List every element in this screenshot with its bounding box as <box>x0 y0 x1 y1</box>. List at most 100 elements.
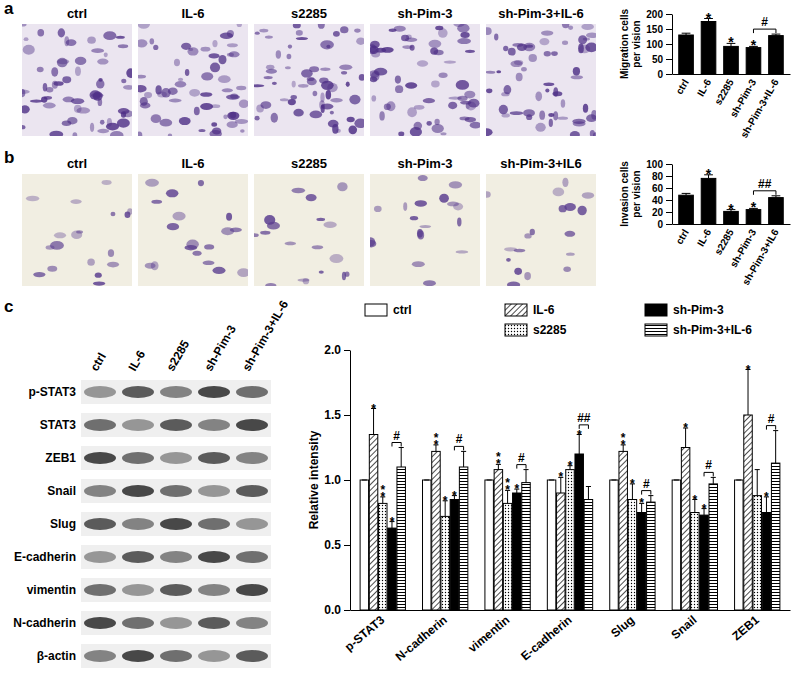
image-title: ctrl <box>67 156 87 171</box>
x-tick: sh-Pim-3+IL-6 <box>738 77 781 140</box>
micrograph <box>370 24 480 136</box>
stained-cell <box>562 178 568 187</box>
significance-mark: * <box>514 482 519 496</box>
protein-label: N-cadherin <box>13 616 76 630</box>
x-tick: sh-Pim-3+IL6 <box>740 227 781 287</box>
comparison-label: ## <box>577 411 591 425</box>
blot-band <box>160 617 192 629</box>
x-tick-label: ctrl <box>674 77 691 96</box>
stained-cell <box>90 123 94 132</box>
x-tick: ZEB1 <box>729 613 762 644</box>
micrograph <box>370 174 480 286</box>
stained-cell <box>106 123 119 131</box>
stained-cell <box>58 28 65 37</box>
stained-cell <box>301 69 313 77</box>
stained-cell <box>430 47 438 54</box>
stained-cell <box>293 109 303 117</box>
stained-cell <box>412 261 425 267</box>
stained-cell <box>539 110 545 119</box>
stained-cell <box>118 44 128 48</box>
lane-label: sh-Pim-3+IL-6 <box>239 298 291 374</box>
y-axis-title: Relative intensity <box>307 430 321 529</box>
error-bar <box>736 480 741 481</box>
y-axis-title-line: per vision <box>631 170 642 217</box>
significance-mark: ** <box>496 450 501 471</box>
stained-cell <box>486 27 492 35</box>
legend-label: sh-Pim-3 <box>673 303 724 317</box>
stained-cell <box>211 122 217 126</box>
y-axis-title: Migration cellsper vision <box>619 9 642 79</box>
stained-cell <box>153 45 158 50</box>
blot-band <box>122 386 154 398</box>
annotations: *************************######## <box>371 363 775 529</box>
stained-cell <box>123 85 132 90</box>
stained-cell <box>504 247 517 251</box>
y-tick: 150 <box>646 24 672 35</box>
x-tick-label: Slug <box>608 613 637 640</box>
blot-strip <box>81 413 271 437</box>
comparison-label: # <box>518 451 525 465</box>
stained-cell <box>203 260 215 265</box>
stained-cell <box>265 283 276 286</box>
stained-cell <box>75 67 81 76</box>
stained-cell <box>293 24 301 28</box>
significance-mark: * <box>630 477 635 491</box>
stained-cell <box>496 70 501 73</box>
stained-cell <box>271 113 278 123</box>
micrograph <box>138 24 248 136</box>
blot-band <box>84 650 116 662</box>
x-tick: N-cadherin <box>393 613 450 664</box>
x-tick-label: s2285 <box>712 227 736 257</box>
stained-cell <box>456 250 469 253</box>
stained-cell <box>541 31 553 36</box>
x-tick-label: vimentin <box>465 613 512 655</box>
stained-cell <box>26 196 39 202</box>
stained-cell <box>41 96 47 102</box>
blot-band <box>160 650 192 662</box>
blot-band <box>122 617 154 629</box>
bar <box>423 480 431 610</box>
stained-cell <box>254 233 259 237</box>
significance-mark: * <box>577 428 582 442</box>
y-tick-label: 100 <box>646 159 663 170</box>
stained-cell <box>208 53 219 58</box>
figure: abcctrlIL-6s2285sh-Pim-3sh-Pim-3+IL-6ctr… <box>0 0 800 692</box>
significance-char: * <box>702 502 707 516</box>
significance-mark: * <box>751 37 757 53</box>
error-bar <box>755 470 760 496</box>
blot-band <box>160 584 192 596</box>
stained-cell <box>37 29 44 37</box>
blot-band <box>236 650 268 662</box>
micrograph-background <box>370 174 480 286</box>
x-axis: ctrlIL-6s2285sh-Pim-3sh-Pim-3+IL-6 <box>673 75 791 140</box>
stained-cell <box>298 84 309 88</box>
stained-cell <box>563 267 571 273</box>
stained-cell <box>486 88 492 93</box>
stained-cell <box>407 107 417 117</box>
stained-cell <box>201 47 211 52</box>
blot-band <box>236 419 268 431</box>
micrograph-background <box>370 24 480 136</box>
stained-cell <box>259 29 268 33</box>
stained-cell <box>255 116 260 121</box>
stained-cell <box>586 114 596 122</box>
x-tick: ctrl <box>674 227 691 246</box>
blot-strip <box>81 644 271 668</box>
y-tick-label: 1.0 <box>324 473 341 487</box>
stained-cell <box>212 267 225 274</box>
stained-cell <box>194 107 200 116</box>
stained-cell <box>24 37 29 41</box>
stained-cell <box>561 99 566 107</box>
significance-mark: * <box>706 10 712 26</box>
stained-cell <box>432 124 444 133</box>
y-tick-mark <box>666 164 672 165</box>
bar <box>494 470 502 610</box>
stained-cell <box>465 50 475 53</box>
stained-cell <box>226 213 232 221</box>
stained-cell <box>431 80 440 87</box>
y-tick-mark <box>666 176 672 177</box>
blot-band <box>198 419 230 431</box>
stained-cell <box>151 261 159 270</box>
stained-cell <box>568 26 573 30</box>
blot-band <box>236 617 268 629</box>
